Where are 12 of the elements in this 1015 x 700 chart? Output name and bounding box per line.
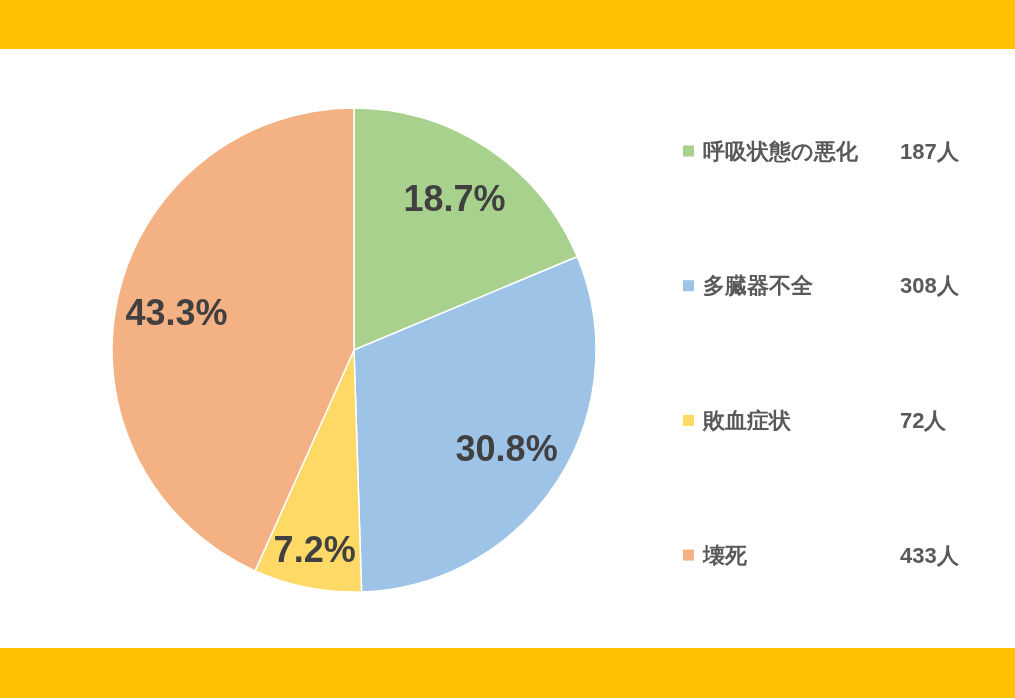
annotation: 308人 [900, 273, 959, 299]
annotation: 72人 [900, 407, 947, 433]
data-label: 7.2% [273, 528, 356, 570]
annotation: 433人 [900, 542, 959, 568]
legend-label: 呼吸状態の悪化 [703, 138, 858, 164]
annotation: 187人 [900, 138, 959, 164]
data-label: 30.8% [455, 427, 558, 469]
legend-label: 敗血症状 [703, 407, 791, 433]
data-label: 43.3% [125, 291, 228, 333]
legend-label: 多臓器不全 [703, 273, 813, 299]
legend-label: 壊死 [703, 542, 747, 568]
data-label: 18.7% [403, 178, 506, 220]
